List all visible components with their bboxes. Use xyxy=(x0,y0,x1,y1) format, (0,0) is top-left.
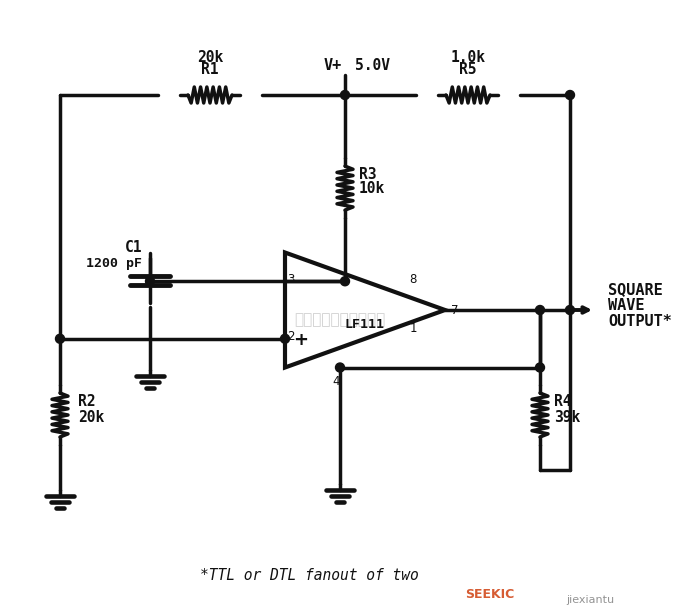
Circle shape xyxy=(565,306,574,314)
Circle shape xyxy=(565,90,574,99)
Text: SQUARE: SQUARE xyxy=(608,282,663,298)
Circle shape xyxy=(536,363,545,372)
Text: WAVE: WAVE xyxy=(608,298,644,314)
Text: 1: 1 xyxy=(409,322,417,335)
Text: C1: C1 xyxy=(125,241,142,255)
Text: 39k: 39k xyxy=(554,410,580,424)
Text: R1: R1 xyxy=(202,63,219,77)
Text: R3: R3 xyxy=(359,166,377,182)
Text: jiexiantu: jiexiantu xyxy=(566,595,614,605)
Text: SEEKIC: SEEKIC xyxy=(465,588,515,602)
Circle shape xyxy=(536,306,545,314)
Text: 1.0k: 1.0k xyxy=(450,50,485,64)
Text: 20k: 20k xyxy=(197,50,223,64)
Text: 4: 4 xyxy=(332,375,340,388)
Circle shape xyxy=(340,90,350,99)
Circle shape xyxy=(280,334,290,343)
Text: 8: 8 xyxy=(409,273,417,286)
Text: V+: V+ xyxy=(324,58,342,72)
Text: OUTPUT*: OUTPUT* xyxy=(608,314,672,330)
Text: 20k: 20k xyxy=(78,410,104,424)
Text: R2: R2 xyxy=(78,394,96,408)
Text: +: + xyxy=(293,331,309,349)
Text: R5: R5 xyxy=(459,63,477,77)
Text: 5.0V: 5.0V xyxy=(355,58,390,72)
Text: R4: R4 xyxy=(554,394,572,408)
Text: 3: 3 xyxy=(287,273,295,286)
Text: 杭州将睷科技有限公司: 杭州将睷科技有限公司 xyxy=(295,313,386,327)
Circle shape xyxy=(340,277,350,286)
Circle shape xyxy=(336,363,344,372)
Circle shape xyxy=(146,277,154,286)
Text: 2: 2 xyxy=(287,330,295,343)
Text: LF111: LF111 xyxy=(345,319,385,332)
Text: 10k: 10k xyxy=(359,181,386,196)
Text: *TTL or DTL fanout of two: *TTL or DTL fanout of two xyxy=(200,567,419,583)
Text: 1200 pF: 1200 pF xyxy=(86,257,142,271)
Text: -: - xyxy=(297,273,305,291)
Circle shape xyxy=(55,334,65,343)
Text: 7: 7 xyxy=(452,303,459,316)
